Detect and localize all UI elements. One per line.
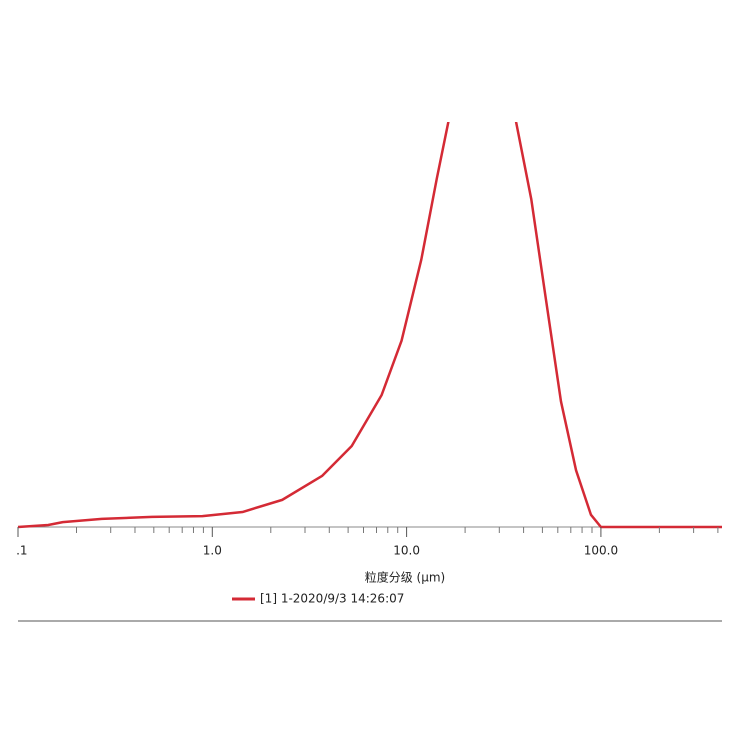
legend: [1] 1-2020/9/3 14:26:07 xyxy=(232,592,404,606)
x-tick-label: 0.1 xyxy=(8,544,27,558)
x-axis-label: 粒度分级 (μm) xyxy=(365,570,446,585)
plot-area xyxy=(17,122,722,529)
legend-label: [1] 1-2020/9/3 14:26:07 xyxy=(260,592,404,606)
x-tick-label: 100.0 xyxy=(584,544,618,558)
x-tick-label: 1.0 xyxy=(203,544,222,558)
data-line xyxy=(17,122,722,529)
x-tick-label: 10.0 xyxy=(393,544,420,558)
tick-group: 0.1 1.0 10.0 100.0 xyxy=(8,544,618,558)
